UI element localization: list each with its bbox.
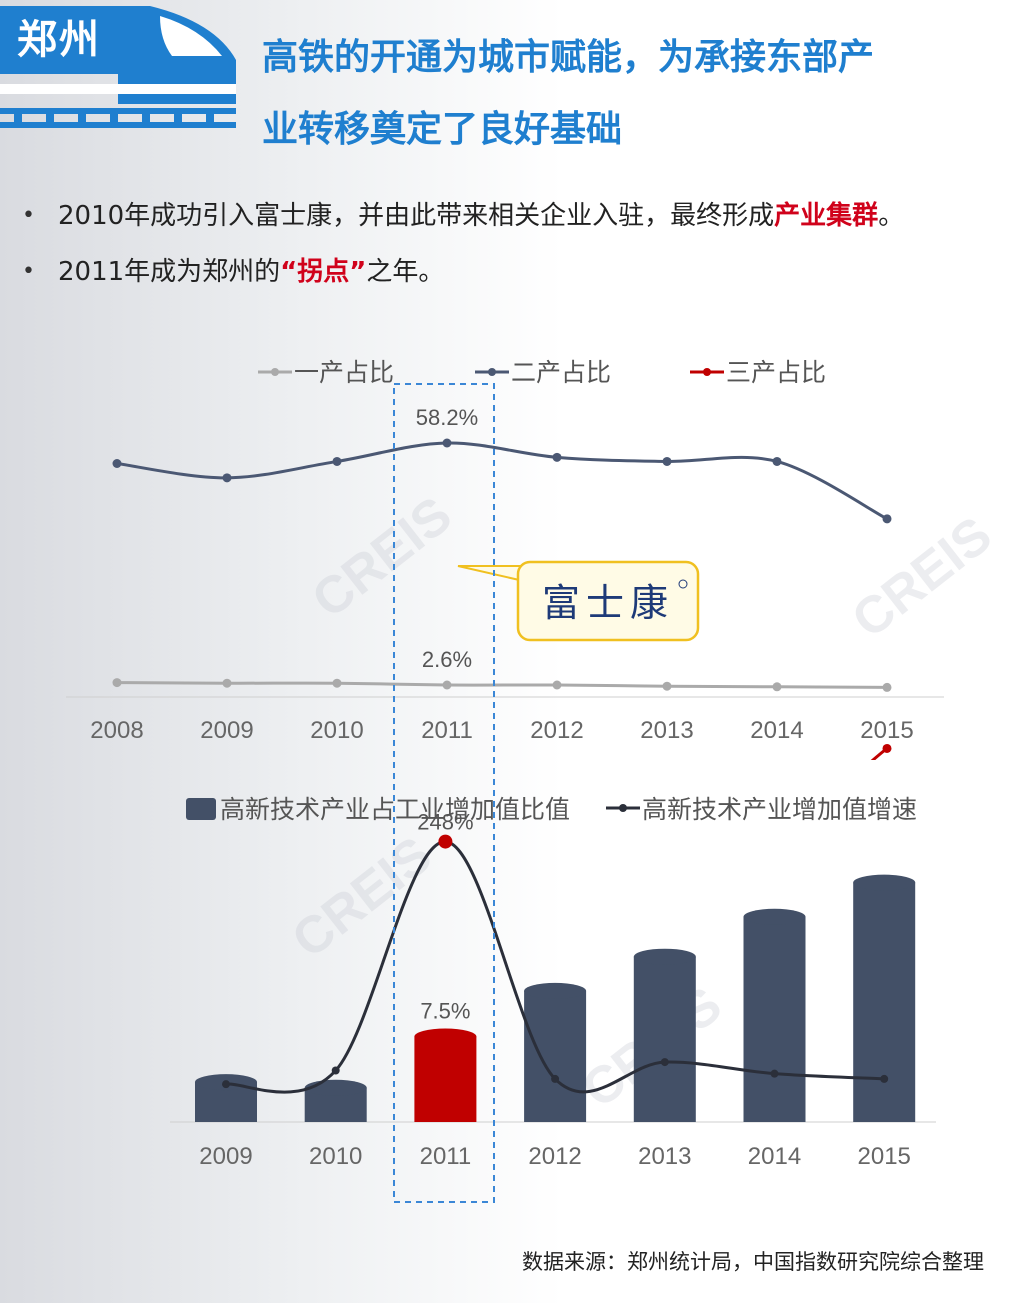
series-line-1: [116, 681, 888, 689]
data-point-2-2014: [772, 456, 782, 466]
bar-2015: [853, 882, 916, 1122]
growth-point-2015: [880, 1074, 889, 1083]
data-point-2-2008: [112, 459, 122, 468]
bullet-highlight: “拐点”: [280, 257, 367, 287]
series-line-2: [116, 441, 888, 521]
legend-marker-line: [619, 804, 627, 812]
x-tick-label-2010: 2010: [309, 1143, 362, 1170]
legend-label-2: 二产占比: [511, 359, 611, 387]
industry-share-line-chart: 一产占比二产占比三产占比58.2%37.8%2.6%20082009201020…: [66, 359, 944, 760]
growth-point-2011: [438, 834, 453, 849]
x-tick-label-2015: 2015: [860, 717, 913, 744]
x-tick-label-2013: 2013: [640, 717, 693, 744]
bullet-list: 2010年成功引入富士康，并由此带来相关企业入驻，最终形成产业集群。 2011年…: [22, 188, 1012, 300]
data-point-2-2011: [442, 438, 452, 448]
bullet-text: 2010年成功引入富士康，并由此带来相关企业入驻，最终形成: [58, 201, 775, 231]
legend-label-bar: 高新技术产业占工业增加值比值: [220, 796, 570, 824]
hightech-combo-chart: 高新技术产业占工业增加值比值 高新技术产业增加值增速 248% 7.5% 2009 201…: [170, 796, 936, 1170]
legend-marker-1: [271, 368, 279, 376]
bar-top-2014: [743, 908, 806, 925]
x-tick-label-2009: 2009: [199, 1143, 252, 1170]
data-point-1-2008: [112, 678, 122, 688]
growth-line: [225, 840, 885, 1094]
callout-box: [516, 560, 700, 642]
x-tick-label-2014: 2014: [750, 717, 803, 744]
growth-point-2009: [222, 1080, 230, 1089]
data-point-1-2014: [772, 682, 782, 692]
x-tick-label-2009: 2009: [200, 717, 253, 744]
x-tick-label-2012: 2012: [530, 717, 583, 744]
callout-logo-text: 富士康: [542, 581, 674, 625]
bullet-highlight: 产业集群: [774, 201, 879, 231]
data-point-2-2010: [332, 456, 342, 466]
data-point-1-2011: [442, 680, 452, 690]
highlight-2011-box: [393, 383, 495, 1203]
legend-marker-3: [703, 368, 711, 376]
data-point-2-2009: [222, 473, 232, 483]
bar-top-2013: [633, 948, 696, 965]
page-title: 高铁的开通为城市赋能，为承接东部产 业转移奠定了良好基础: [262, 22, 982, 166]
x-tick-label-2013: 2013: [638, 1143, 691, 1170]
bar-2012: [524, 990, 587, 1122]
legend-label-1: 一产占比: [294, 359, 394, 387]
data-point-2-2012: [552, 452, 562, 462]
growth-point-2014: [770, 1069, 779, 1078]
data-point-1-2012: [552, 680, 562, 690]
bullet-text: 2011年成为郑州的: [58, 257, 281, 287]
bar-top-2012: [524, 982, 587, 999]
data-point-1-2010: [332, 678, 342, 688]
legend-label-line: 高新技术产业增加值增速: [642, 796, 917, 824]
growth-point-2010: [331, 1066, 340, 1075]
data-point-3-2015: [882, 743, 892, 753]
legend-label-3: 三产占比: [726, 359, 826, 387]
data-point-2-2013: [662, 456, 672, 466]
x-tick-label-2011: 2011: [420, 1143, 472, 1170]
data-point-2-2015: [882, 514, 892, 524]
legend-swatch-bar: [186, 798, 216, 820]
bullet-item: 2011年成为郑州的“拐点”之年。: [22, 244, 1012, 300]
x-tick-label-2008: 2008: [90, 717, 143, 744]
data-point-1-2013: [662, 681, 672, 691]
x-tick-label-2010: 2010: [310, 717, 363, 744]
bullet-text-end: 。: [878, 201, 905, 231]
bar-2011: [414, 1036, 477, 1122]
callout-bubble: 富士康: [457, 560, 700, 642]
data-label-1: 58.2%: [416, 405, 478, 430]
header: 郑州 高铁的开通为城市赋能，为承接东部产 业转移奠定了良好基础: [0, 0, 1024, 160]
x-tick-label-2015: 2015: [858, 1143, 911, 1170]
title-line-2: 业转移奠定了良好基础: [262, 109, 623, 150]
train-icon: [0, 6, 236, 128]
bar-top-2015: [853, 874, 916, 891]
bullet-text-end: 之年。: [366, 257, 445, 287]
bar-2013: [633, 956, 696, 1122]
registered-mark-icon: [678, 579, 688, 589]
growth-point-2013: [660, 1058, 669, 1067]
x-tick-label-2011: 2011: [421, 717, 473, 744]
source-note: 数据来源：郑州统计局，中国指数研究院综合整理: [522, 1250, 984, 1274]
bar-2014: [743, 916, 806, 1122]
legend-marker-2: [488, 368, 496, 376]
bar-top-2011: [414, 1028, 477, 1045]
x-tick-label-2014: 2014: [748, 1143, 801, 1170]
data-label-3: 2.6%: [422, 647, 472, 672]
data-label-1: 248%: [417, 810, 473, 835]
bullet-item: 2010年成功引入富士康，并由此带来相关企业入驻，最终形成产业集群。: [22, 188, 1012, 244]
x-tick-label-2012: 2012: [528, 1143, 581, 1170]
title-line-1: 高铁的开通为城市赋能，为承接东部产: [262, 37, 875, 78]
data-point-1-2015: [882, 682, 892, 692]
series-line-3: [870, 747, 888, 760]
data-label-2: 7.5%: [420, 999, 470, 1024]
city-badge: 郑州: [0, 6, 118, 74]
growth-point-2012: [551, 1074, 560, 1083]
data-point-1-2009: [222, 678, 232, 688]
